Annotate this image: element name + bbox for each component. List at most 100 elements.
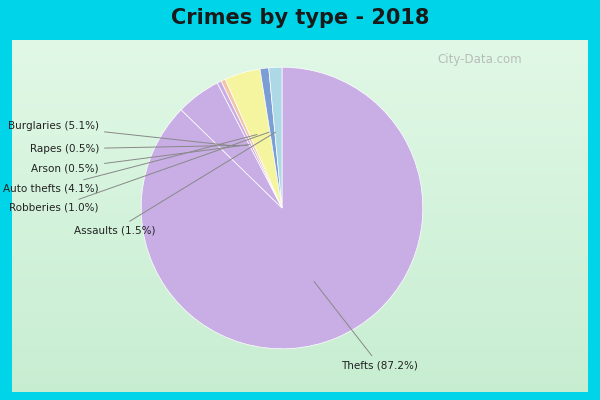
Bar <box>12 131 588 134</box>
Bar <box>12 108 588 110</box>
Bar <box>12 143 588 146</box>
Bar <box>12 134 588 137</box>
Bar <box>12 354 588 357</box>
Bar <box>12 184 588 187</box>
Bar <box>12 46 588 49</box>
Bar <box>12 292 588 295</box>
Bar <box>12 198 588 201</box>
Bar <box>12 128 588 131</box>
Text: Robberies (1.0%): Robberies (1.0%) <box>10 132 269 213</box>
Bar <box>12 207 588 210</box>
Bar <box>12 204 588 207</box>
Bar <box>12 374 588 377</box>
Bar <box>12 187 588 190</box>
Bar <box>12 119 588 122</box>
Bar <box>12 257 588 260</box>
Wedge shape <box>141 67 423 349</box>
Text: Crimes by type - 2018: Crimes by type - 2018 <box>171 8 429 28</box>
Text: Thefts (87.2%): Thefts (87.2%) <box>314 282 418 371</box>
Text: Arson (0.5%): Arson (0.5%) <box>31 144 250 174</box>
Bar <box>12 295 588 298</box>
Bar <box>12 154 588 157</box>
Bar <box>12 286 588 289</box>
Bar <box>12 84 588 87</box>
Bar <box>12 278 588 280</box>
Wedge shape <box>221 79 282 208</box>
Bar <box>12 110 588 113</box>
Bar <box>12 289 588 292</box>
Bar <box>12 330 588 333</box>
Bar <box>12 163 588 166</box>
Bar <box>12 125 588 128</box>
Bar <box>12 157 588 160</box>
Bar <box>12 137 588 140</box>
Bar <box>12 336 588 339</box>
Bar <box>12 242 588 245</box>
Text: City-Data.com: City-Data.com <box>437 54 523 66</box>
Wedge shape <box>260 68 282 208</box>
Bar <box>12 78 588 81</box>
Bar <box>12 263 588 266</box>
Bar <box>12 245 588 248</box>
Bar <box>12 196 588 198</box>
Bar <box>12 87 588 90</box>
Bar <box>12 222 588 225</box>
Bar <box>12 69 588 72</box>
Bar <box>12 339 588 342</box>
Bar <box>12 360 588 363</box>
Bar <box>12 90 588 93</box>
Bar <box>12 251 588 254</box>
Bar <box>12 351 588 354</box>
Bar <box>12 49 588 52</box>
Bar <box>12 96 588 99</box>
Bar <box>12 175 588 178</box>
Bar <box>12 210 588 213</box>
Wedge shape <box>217 81 282 208</box>
Bar <box>12 319 588 322</box>
Bar <box>12 236 588 240</box>
Bar <box>12 380 588 383</box>
Bar <box>12 52 588 55</box>
Bar <box>12 348 588 351</box>
Bar <box>12 225 588 228</box>
Bar <box>12 307 588 310</box>
Bar <box>12 386 588 389</box>
Bar <box>12 316 588 319</box>
Bar <box>12 328 588 330</box>
Bar <box>12 169 588 172</box>
Bar <box>12 313 588 316</box>
Bar <box>12 93 588 96</box>
Bar <box>12 66 588 69</box>
Bar <box>12 254 588 257</box>
Bar <box>12 248 588 251</box>
Text: Rapes (0.5%): Rapes (0.5%) <box>29 144 247 154</box>
Bar <box>12 113 588 116</box>
Bar <box>12 178 588 181</box>
Bar <box>12 60 588 64</box>
Bar <box>12 298 588 301</box>
Bar <box>12 383 588 386</box>
Bar <box>12 116 588 119</box>
Bar <box>12 148 588 152</box>
Bar <box>12 310 588 313</box>
Bar <box>12 75 588 78</box>
Bar <box>12 99 588 102</box>
Bar <box>12 342 588 345</box>
Bar <box>12 231 588 234</box>
Bar <box>12 190 588 192</box>
Bar <box>12 389 588 392</box>
Bar <box>12 104 588 108</box>
Bar <box>12 152 588 154</box>
Bar <box>12 324 588 328</box>
Bar <box>12 240 588 242</box>
Bar <box>12 213 588 216</box>
Bar <box>12 266 588 269</box>
Bar <box>12 357 588 360</box>
Bar <box>12 219 588 222</box>
Bar <box>12 81 588 84</box>
Bar <box>12 377 588 380</box>
Bar <box>12 372 588 374</box>
Text: Auto thefts (4.1%): Auto thefts (4.1%) <box>4 134 257 193</box>
Bar <box>12 280 588 284</box>
Bar <box>12 366 588 368</box>
